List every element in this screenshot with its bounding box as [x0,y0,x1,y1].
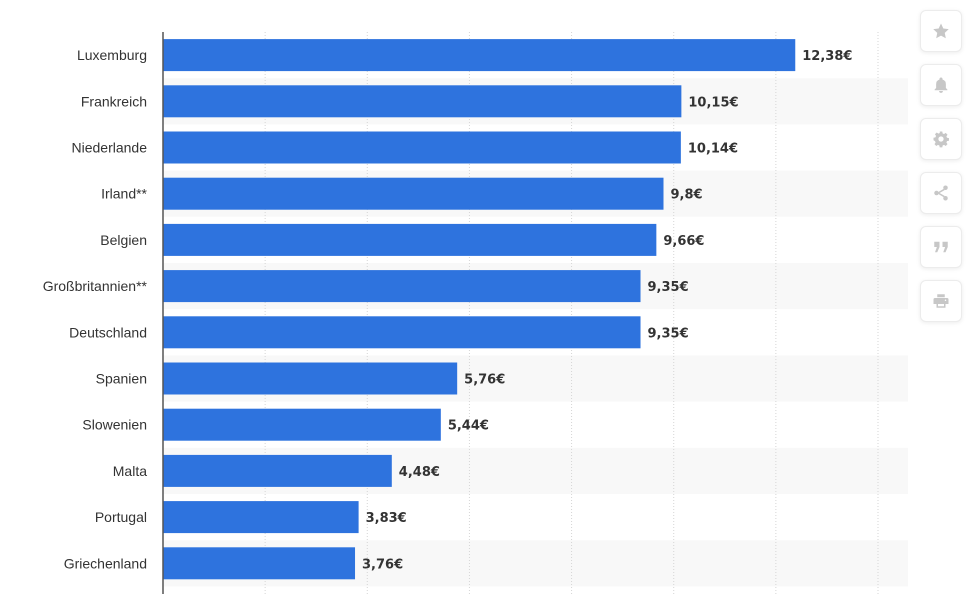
value-label: 9,35€ [648,326,689,341]
category-label: Irland** [101,186,147,202]
category-labels: Luxemburg Frankreich Niederlande Irland** Be… [43,47,148,571]
category-label: Malta [113,463,147,479]
value-label: 5,44€ [448,419,489,434]
bar[interactable] [163,454,392,487]
gear-icon [933,131,949,148]
bar[interactable] [163,270,641,303]
cite-button[interactable] [920,226,962,268]
bar[interactable] [163,177,664,210]
bar[interactable] [163,316,641,349]
star-button[interactable] [920,10,962,52]
category-label: Großbritannien** [43,278,148,294]
bar[interactable] [163,223,657,256]
bar[interactable] [163,547,356,580]
bar[interactable] [163,501,359,534]
bar[interactable] [163,362,458,395]
star-icon [933,23,949,39]
value-labels: 12,38€ 10,15€ 10,14€ 9,8€ 9,66€ 9,35€ 9,35€ 5,7… [362,49,852,572]
quote-icon [934,241,948,253]
value-label: 9,8€ [671,188,703,203]
category-label: Belgien [100,232,147,248]
print-icon [933,294,949,308]
value-label: 9,35€ [648,280,689,295]
bell-icon [934,77,948,93]
category-label: Frankreich [81,93,147,109]
share-icon [934,185,948,201]
bar[interactable] [163,39,796,72]
category-label: Deutschland [69,324,147,340]
category-label: Niederlande [72,140,148,156]
bar[interactable] [163,408,441,441]
value-label: 12,38€ [802,49,852,64]
value-label: 10,14€ [688,142,738,157]
value-label: 10,15€ [688,95,738,110]
bar[interactable] [163,131,681,164]
value-label: 5,76€ [464,373,505,388]
gridlines [264,32,879,594]
settings-button[interactable] [920,118,962,160]
bar-chart: Luxemburg Frankreich Niederlande Irland** Be… [42,32,879,594]
value-label: 3,76€ [362,557,403,572]
value-label: 3,83€ [366,511,407,526]
category-label: Spanien [96,371,147,387]
category-label: Griechenland [64,555,147,571]
category-label: Luxemburg [77,47,147,63]
value-label: 4,48€ [399,465,440,480]
bar[interactable] [163,85,682,118]
category-label: Portugal [95,509,147,525]
print-button[interactable] [920,280,962,322]
value-label: 9,66€ [663,234,704,249]
notification-button[interactable] [920,64,962,106]
category-label: Slowenien [82,417,147,433]
share-button[interactable] [920,172,962,214]
bars [163,39,796,580]
chart-toolbar [920,10,962,334]
